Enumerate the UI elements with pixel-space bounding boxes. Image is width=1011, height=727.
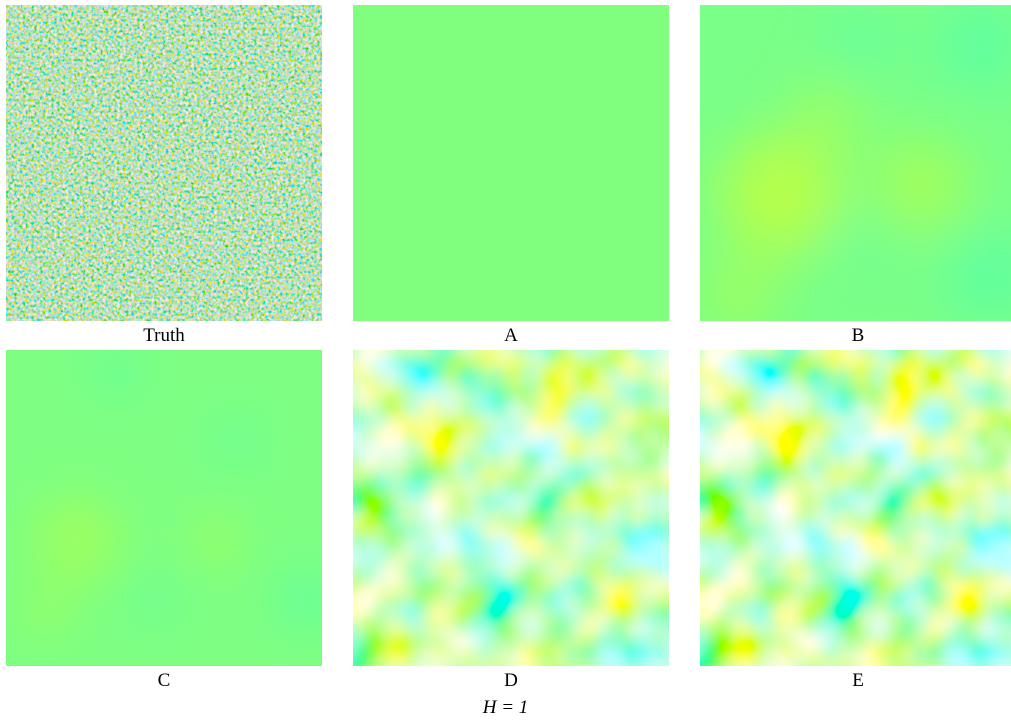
truth-field-image [6, 5, 322, 321]
e-field-image [700, 350, 1011, 666]
c-field-image [6, 350, 322, 666]
figure-footer-label: H = 1 [482, 697, 529, 718]
caption-truth: Truth [143, 325, 185, 346]
panel-d [353, 350, 669, 666]
panel-c [6, 350, 322, 666]
panel-truth [6, 5, 322, 321]
d-field-image [353, 350, 669, 666]
a-field-image [353, 5, 669, 321]
b-field-image [700, 5, 1011, 321]
caption-d: D [504, 670, 518, 691]
panel-e [700, 350, 1011, 666]
panel-b [700, 5, 1011, 321]
caption-a: A [504, 325, 518, 346]
caption-c: C [157, 670, 171, 691]
panel-a [353, 5, 669, 321]
caption-e: E [852, 670, 864, 691]
caption-b: B [851, 325, 865, 346]
